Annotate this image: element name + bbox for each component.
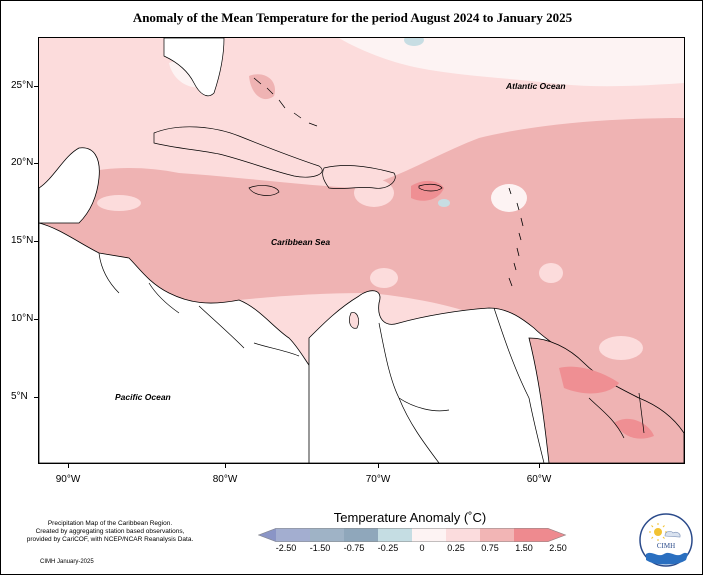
colorbar-swatch [310, 528, 344, 542]
anomaly-patch-negative-top [404, 38, 424, 46]
suriname-strong-anomaly [614, 418, 654, 439]
colorbar-swatch [514, 528, 548, 542]
credit-line: Precipitation Map of the Caribbean Regio… [47, 520, 173, 527]
hispaniola-outline [322, 165, 396, 189]
lon-tick [539, 464, 540, 468]
lat-label-25n: 25°N [11, 80, 34, 91]
bahamas-outline [253, 77, 318, 127]
atlantic-ocean-label: Atlantic Ocean [506, 81, 566, 91]
cloud-icon [664, 531, 681, 538]
anomaly-patch-tobago [539, 263, 563, 283]
lat-tick [34, 319, 38, 320]
lat-label-20n: 20°N [11, 157, 34, 168]
venezuela-brazil-border [493, 307, 545, 463]
legend-tick: -2.50 [275, 543, 297, 553]
lat-tick [34, 86, 38, 87]
credit-line: Created by aggregating station based obs… [35, 528, 185, 535]
logo-text: CIMH [657, 542, 675, 550]
lon-label-60w: 60°W [526, 474, 552, 485]
lat-tick [34, 241, 38, 242]
lat-tick [34, 397, 38, 398]
colorbar-arrow-right [548, 528, 566, 542]
lon-tick [225, 464, 226, 468]
colorbar-arrow-left [258, 528, 276, 542]
anomaly-map [38, 37, 685, 464]
lesser-antilles-outline [508, 187, 524, 287]
map-title: Anomaly of the Mean Temperature for the … [132, 10, 573, 25]
lat-tick [34, 163, 38, 164]
jamaica-outline [248, 185, 280, 196]
lon-tick [68, 464, 69, 468]
anomaly-patch-aruba [370, 268, 398, 288]
credit-text: Precipitation Map of the Caribbean Regio… [10, 520, 210, 544]
mexico-land [39, 147, 100, 224]
guiana-borders [588, 392, 645, 439]
colorbar-swatch [378, 528, 412, 542]
legend-tick: 0.75 [481, 543, 499, 553]
central-america-land [39, 222, 320, 463]
anomaly-patch-negative [438, 199, 450, 207]
legend-colorbar [258, 528, 567, 542]
colorbar-swatch [480, 528, 514, 542]
pacific-ocean-label: Pacific Ocean [115, 392, 171, 402]
colorbar-swatch [412, 528, 446, 542]
anomaly-field-near-zero [339, 38, 684, 87]
anomaly-patch-bahamas [249, 74, 275, 100]
map-canvas [39, 38, 684, 463]
lat-label-15n: 15°N [11, 235, 34, 246]
legend-tick: 1.50 [515, 543, 533, 553]
lat-label-5n: 5°N [11, 391, 28, 402]
anomaly-patch-belize [97, 195, 141, 211]
legend-tick: 0.25 [447, 543, 465, 553]
cimh-logo: CIMH [639, 513, 693, 567]
anomaly-patch-hispaniola [354, 179, 394, 207]
sun-icon [654, 528, 662, 536]
colorbar-outline [258, 528, 567, 542]
puerto-rico-outline [418, 183, 443, 192]
caribbean-sea-label: Caribbean Sea [271, 237, 331, 247]
cuba-outline [153, 126, 323, 178]
legend-tick: -0.25 [377, 543, 399, 553]
anomaly-patch-lesser-antilles [491, 184, 527, 212]
lon-label-90w: 90°W [55, 474, 81, 485]
lon-label-80w: 80°W [212, 474, 238, 485]
sun-rays-icon [649, 523, 667, 541]
legend-tick: 0 [419, 543, 425, 553]
legend-tick: -0.75 [343, 543, 365, 553]
legend-tick: 2.50 [549, 543, 567, 553]
guiana-strong-anomaly [559, 366, 619, 394]
anomaly-patch-guiana-light [599, 336, 643, 360]
central-america-borders [98, 252, 300, 357]
colorbar-swatch [344, 528, 378, 542]
wave-icon [646, 552, 688, 565]
lake-maracaibo [349, 312, 359, 329]
colorbar-swatch [276, 528, 310, 542]
credit-date: CIMH January-2025 [40, 559, 94, 565]
south-america-borders [378, 322, 450, 463]
credit-line: provided by CariCOF, with NCEP/NCAR Rean… [26, 536, 194, 543]
lon-label-70w: 70°W [365, 474, 391, 485]
legend-tick: -1.50 [309, 543, 331, 553]
lat-label-10n: 10°N [11, 313, 34, 324]
florida-land [163, 38, 225, 97]
lon-tick [378, 464, 379, 468]
colorbar-swatch [446, 528, 480, 542]
legend-title: Temperature Anomaly (˚C) [333, 510, 487, 525]
